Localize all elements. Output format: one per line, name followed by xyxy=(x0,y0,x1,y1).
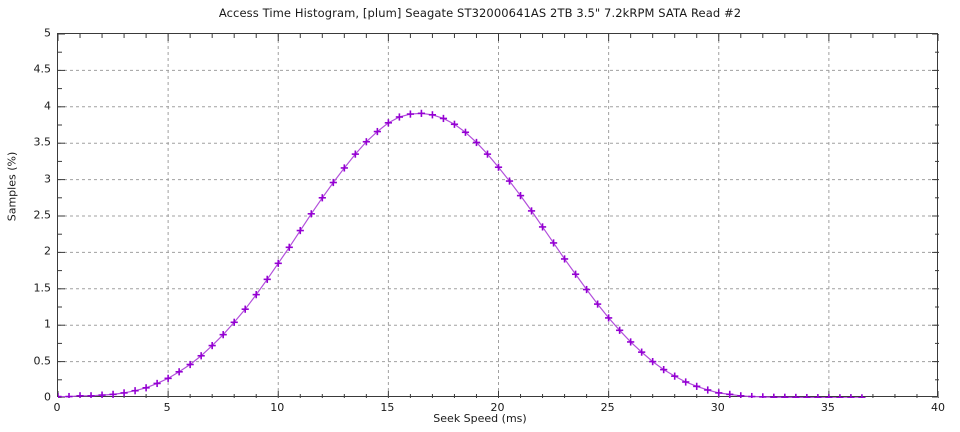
grid-lines xyxy=(58,34,939,398)
y-tick-label: 4 xyxy=(44,99,51,113)
x-tick-label: 0 xyxy=(53,401,61,414)
y-tick-label: 0 xyxy=(44,390,51,404)
y-axis-tick-labels: 0 0.5 1 1.5 2 2.5 3 3.5 4 4.5 5 xyxy=(0,0,52,432)
y-tick-label: 3 xyxy=(44,172,51,186)
y-tick-label: 4.5 xyxy=(33,62,52,76)
chart-title: Access Time Histogram, [plum] Seagate ST… xyxy=(218,6,742,20)
x-tick-label: 20 xyxy=(490,401,505,414)
x-tick-label: 15 xyxy=(380,401,395,414)
plot-svg xyxy=(58,34,939,398)
x-tick-label: 5 xyxy=(163,401,171,414)
plot-area xyxy=(57,33,939,398)
y-tick-label: 1 xyxy=(44,317,51,331)
y-tick-label: 3.5 xyxy=(33,135,52,149)
x-tick-label: 25 xyxy=(600,401,615,414)
y-tick-label: 1.5 xyxy=(33,281,52,295)
y-tick-label: 0.5 xyxy=(33,354,52,368)
x-tick-label: 35 xyxy=(820,401,835,414)
x-axis-label: Seek Speed (ms) xyxy=(433,412,527,425)
axis-tick-marks xyxy=(58,34,939,398)
x-tick-label: 40 xyxy=(931,401,945,414)
y-tick-label: 2 xyxy=(44,244,51,258)
series-markers xyxy=(58,109,866,398)
y-tick-label: 5 xyxy=(44,26,51,40)
y-tick-label: 2.5 xyxy=(33,208,52,222)
x-tick-label: 10 xyxy=(270,401,285,414)
x-tick-label: 30 xyxy=(710,401,725,414)
